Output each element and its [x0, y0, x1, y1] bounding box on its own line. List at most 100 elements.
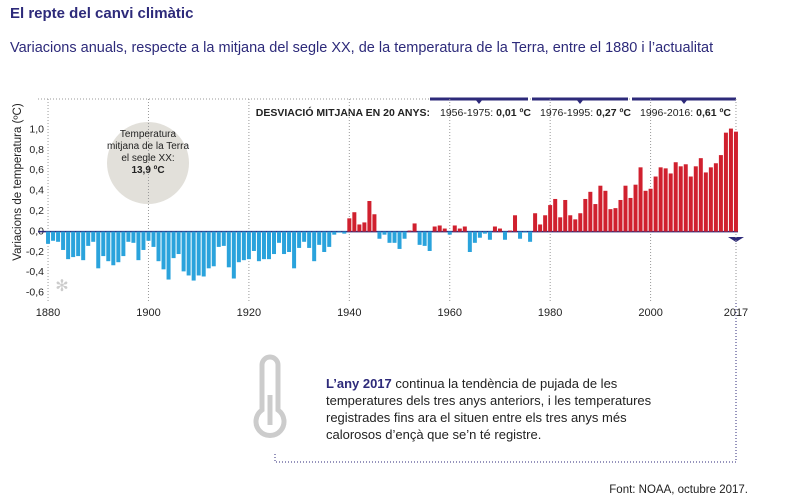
bar	[156, 231, 161, 262]
bar	[528, 231, 533, 242]
bar	[533, 213, 538, 232]
bar	[648, 188, 653, 232]
bar	[277, 231, 282, 243]
period-label: 1976-1995:	[540, 107, 593, 119]
annotation: L’any 2017 continua la tendència de puja…	[326, 375, 656, 443]
bar	[367, 201, 372, 232]
y-tick-label: 0,4	[29, 185, 44, 197]
bar	[723, 132, 728, 232]
bar	[678, 166, 683, 232]
bar	[46, 231, 51, 244]
bar	[141, 231, 146, 250]
bar	[568, 215, 573, 232]
bar	[548, 205, 553, 232]
bar	[76, 231, 81, 257]
bar	[287, 231, 292, 252]
bar	[487, 231, 492, 240]
x-tick-label: 2017	[724, 307, 748, 319]
bar	[201, 231, 206, 277]
x-tick-label: 1980	[538, 307, 562, 319]
bar	[151, 231, 156, 247]
x-tick-label: 1940	[337, 307, 361, 319]
bar	[236, 231, 241, 263]
period: 1996-2016: 0,61 ºC	[640, 107, 731, 119]
x-tick-label: 1900	[136, 307, 160, 319]
bar	[583, 198, 588, 232]
bar	[357, 224, 362, 232]
bar	[407, 230, 412, 232]
bar	[211, 231, 216, 267]
bar	[302, 231, 307, 242]
bar	[266, 231, 271, 260]
bar	[61, 231, 66, 250]
bar	[312, 231, 317, 262]
y-tick-label: 0,8	[29, 144, 44, 156]
bar	[482, 231, 487, 234]
annotation-lead: L’any 2017	[326, 376, 392, 391]
bar	[668, 173, 673, 232]
bar	[327, 231, 332, 247]
bar	[307, 231, 312, 248]
periods-heading: DESVIACIÓ MITJANA EN 20 ANYS:	[256, 106, 430, 119]
bar	[693, 166, 698, 232]
bar	[452, 225, 457, 232]
bar	[663, 168, 668, 232]
chart-subtitle: Variacions anuals, respecte a la mitjana…	[10, 40, 713, 56]
y-tick-label: 0,0	[29, 225, 44, 237]
bar	[231, 231, 236, 279]
period: 1976-1995: 0,27 ºC	[540, 107, 631, 119]
chart-title: El repte del canvi climàtic	[10, 5, 193, 22]
bar	[578, 213, 583, 232]
bar	[332, 231, 337, 235]
bar	[241, 231, 246, 261]
bar	[497, 228, 502, 232]
bar	[51, 231, 56, 241]
annotation-text: continua la tendència de pujada de les t…	[326, 376, 652, 442]
period: 1956-1975: 0,01 ºC	[440, 107, 531, 119]
period-value: 0,61 ºC	[696, 107, 731, 119]
bar	[166, 231, 171, 280]
bar	[216, 231, 221, 247]
bar	[553, 198, 558, 232]
y-axis-label: Variacions de temperatura (ºC)	[12, 103, 24, 261]
bar	[427, 231, 432, 251]
x-tick-label: 1880	[36, 307, 60, 319]
bar	[472, 231, 477, 243]
bar	[422, 231, 427, 246]
bar	[146, 231, 151, 241]
bar	[176, 231, 181, 255]
bar	[467, 231, 472, 252]
mean-note: Temperatura mitjana de la Terra el segle…	[105, 129, 191, 177]
bar	[56, 231, 61, 242]
bar	[538, 224, 543, 232]
bar	[588, 191, 593, 232]
period-pointer	[475, 99, 688, 104]
x-tick-label: 2000	[638, 307, 662, 319]
bar	[297, 231, 302, 248]
bar	[412, 223, 417, 232]
bar	[673, 162, 678, 232]
bar	[477, 231, 482, 238]
bar	[86, 231, 91, 246]
x-tick-label: 1920	[237, 307, 261, 319]
bar	[698, 158, 703, 232]
bar	[623, 185, 628, 232]
bar	[171, 231, 176, 259]
y-tick-label: 0,2	[29, 205, 44, 217]
bar	[392, 231, 397, 243]
mean-note-text: Temperatura mitjana de la Terra el segle…	[106, 129, 190, 164]
period-label: 1956-1975:	[440, 107, 493, 119]
y-tick-label: -0,2	[26, 246, 44, 258]
bar	[417, 231, 422, 245]
bar	[432, 226, 437, 232]
bar	[347, 218, 352, 232]
bar	[447, 231, 452, 235]
bar	[372, 214, 377, 232]
bar	[96, 231, 101, 269]
bar	[513, 215, 518, 232]
y-tick-label: -0,6	[26, 287, 44, 299]
bar	[573, 219, 578, 232]
mean-note-value: 13,9 ºC	[131, 165, 165, 176]
